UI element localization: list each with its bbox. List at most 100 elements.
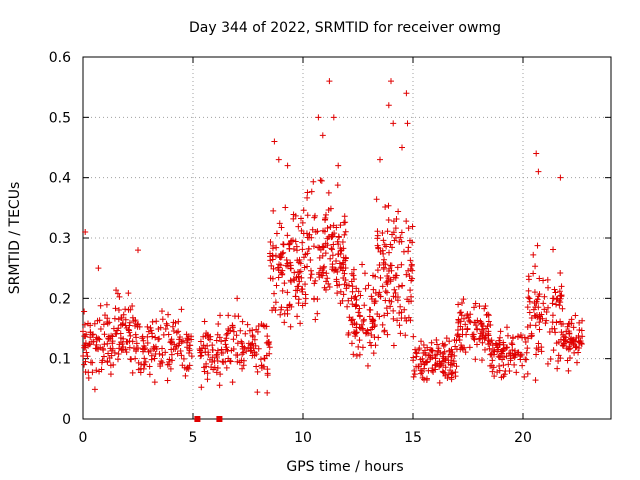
- data-point: [279, 270, 286, 277]
- data-point: [323, 270, 330, 277]
- data-point-peak: [557, 174, 564, 181]
- data-point: [408, 262, 415, 269]
- data-point: [345, 297, 352, 304]
- data-point: [485, 318, 492, 325]
- data-point: [304, 250, 311, 257]
- data-point: [214, 357, 221, 364]
- data-point: [352, 303, 359, 310]
- data-point: [244, 321, 251, 328]
- y-tick-label: 0.5: [49, 110, 71, 126]
- data-point: [214, 351, 221, 358]
- data-point: [312, 228, 319, 235]
- data-point: [535, 293, 542, 300]
- data-point: [153, 318, 160, 325]
- data-point: [298, 274, 305, 281]
- data-point: [360, 316, 367, 323]
- data-point: [366, 313, 373, 320]
- data-point: [412, 349, 419, 356]
- data-point: [376, 289, 383, 296]
- data-point: [119, 321, 126, 328]
- data-point: [98, 359, 105, 366]
- data-point: [473, 341, 480, 348]
- data-point: [479, 339, 486, 346]
- data-point: [270, 265, 277, 272]
- data-point: [454, 331, 461, 338]
- data-point: [279, 250, 286, 257]
- data-point: [127, 306, 134, 313]
- data-point: [255, 345, 262, 352]
- data-point: [130, 345, 137, 352]
- data-point: [288, 237, 295, 244]
- data-point: [534, 296, 541, 303]
- data-point: [307, 257, 314, 264]
- data-point: [525, 294, 532, 301]
- data-point: [449, 369, 456, 376]
- data-point: [362, 285, 369, 292]
- data-point: [174, 350, 181, 357]
- data-point: [130, 318, 137, 325]
- data-point: [579, 333, 586, 340]
- data-point: [222, 337, 229, 344]
- data-point: [487, 351, 494, 358]
- data-point: [159, 316, 166, 323]
- data-point: [299, 239, 306, 246]
- data-point: [524, 324, 531, 331]
- data-point: [511, 361, 518, 368]
- data-point: [217, 312, 224, 319]
- data-point: [390, 307, 397, 314]
- data-point: [112, 305, 119, 312]
- data-point: [532, 322, 539, 329]
- data-point: [280, 249, 287, 256]
- data-point: [319, 243, 326, 250]
- data-point: [559, 331, 566, 338]
- data-point: [504, 332, 511, 339]
- data-point: [168, 338, 175, 345]
- data-point: [463, 331, 470, 338]
- data-points: [80, 78, 586, 422]
- data-point: [286, 245, 293, 252]
- data-point: [478, 321, 485, 328]
- data-point: [333, 224, 340, 231]
- data-point: [564, 357, 571, 364]
- data-point: [270, 207, 277, 214]
- data-point: [496, 354, 503, 361]
- data-point: [549, 325, 556, 332]
- data-point: [348, 295, 355, 302]
- data-point: [545, 284, 552, 291]
- data-point: [408, 293, 415, 300]
- data-point: [419, 374, 426, 381]
- data-point: [353, 321, 360, 328]
- data-point: [102, 312, 109, 319]
- data-point: [308, 188, 315, 195]
- data-point: [353, 302, 360, 309]
- data-point: [421, 365, 428, 372]
- data-point: [308, 271, 315, 278]
- data-point: [226, 357, 233, 364]
- data-point: [184, 364, 191, 371]
- data-point: [264, 389, 271, 396]
- data-point: [337, 245, 344, 252]
- data-point: [532, 263, 539, 270]
- data-point: [382, 261, 389, 268]
- data-point: [379, 283, 386, 290]
- data-point: [317, 177, 324, 184]
- data-point: [224, 330, 231, 337]
- data-point: [215, 320, 222, 327]
- data-point: [542, 320, 549, 327]
- data-point: [267, 239, 274, 246]
- data-point: [304, 263, 311, 270]
- data-point: [141, 361, 148, 368]
- data-point: [458, 342, 465, 349]
- data-point: [257, 356, 264, 363]
- data-point: [489, 368, 496, 375]
- data-point: [359, 325, 366, 332]
- data-point: [407, 287, 414, 294]
- data-point: [572, 344, 579, 351]
- data-point: [273, 230, 280, 237]
- data-point: [300, 254, 307, 261]
- data-point: [214, 365, 221, 372]
- data-point: [334, 282, 341, 289]
- ticks: 0 0.1 0.2 0.3 0.4 0.5 0.6 0 5 10 15 20: [49, 50, 611, 446]
- data-point: [420, 358, 427, 365]
- data-point: [394, 297, 401, 304]
